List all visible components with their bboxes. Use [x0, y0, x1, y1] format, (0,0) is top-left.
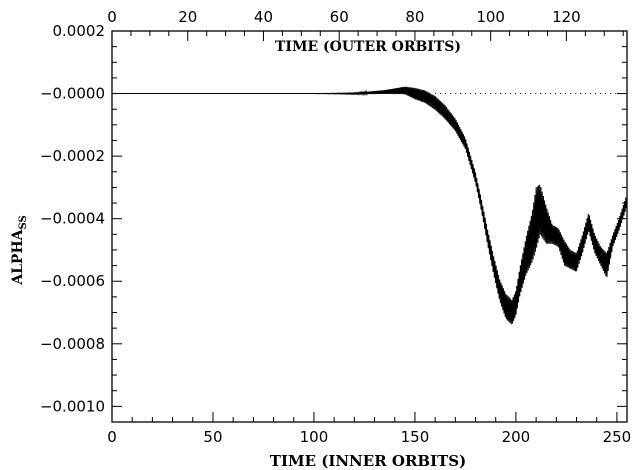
y-tick-label: −0.0002 [40, 147, 105, 165]
y-tick-label: 0.0002 [53, 22, 106, 40]
x2-tick-label: 80 [405, 8, 424, 26]
y-axis-label: ALPHASS [10, 215, 29, 286]
chart-title: TIME (OUTER ORBITS) [275, 39, 461, 55]
x2-tick-label: 40 [254, 8, 273, 26]
x2-tick-label: 60 [330, 8, 349, 26]
x2-tick-label: 0 [107, 8, 117, 26]
y-tick-label: −0.0004 [40, 210, 105, 228]
x2-tick-label: 20 [178, 8, 197, 26]
x2-tick-label: 100 [476, 8, 505, 26]
y-axis-ticks: 0.0002 −0.0000 −0.0002 −0.0004 −0.0006 −0.000… [40, 22, 627, 423]
y-tick-label: −0.0008 [40, 335, 105, 353]
y-tick-label: −0.0010 [40, 397, 105, 415]
y-axis-label-main: ALPHA [10, 228, 26, 285]
x-tick-label: 200 [502, 428, 531, 446]
x-tick-label: 50 [203, 428, 222, 446]
y-axis-label-subscript: SS [18, 215, 29, 229]
x2-axis-ticks: 0 20 40 60 80 100 120 [107, 8, 624, 41]
x-tick-label: 250 [603, 428, 632, 446]
y-tick-label: −0.0006 [40, 272, 105, 290]
x-tick-label: 150 [401, 428, 430, 446]
x2-tick-label: 120 [552, 8, 581, 26]
series-line [112, 86, 627, 325]
plot-border [111, 30, 628, 423]
x-axis-label: TIME (INNER ORBITS) [270, 452, 466, 470]
x-tick-label: 100 [300, 428, 329, 446]
y-tick-label: −0.0000 [40, 85, 105, 103]
x-tick-label: 0 [107, 428, 117, 446]
series-group [112, 86, 627, 325]
x-axis-ticks: 0 50 100 150 200 250 [107, 412, 631, 446]
plot-frame [111, 30, 628, 423]
